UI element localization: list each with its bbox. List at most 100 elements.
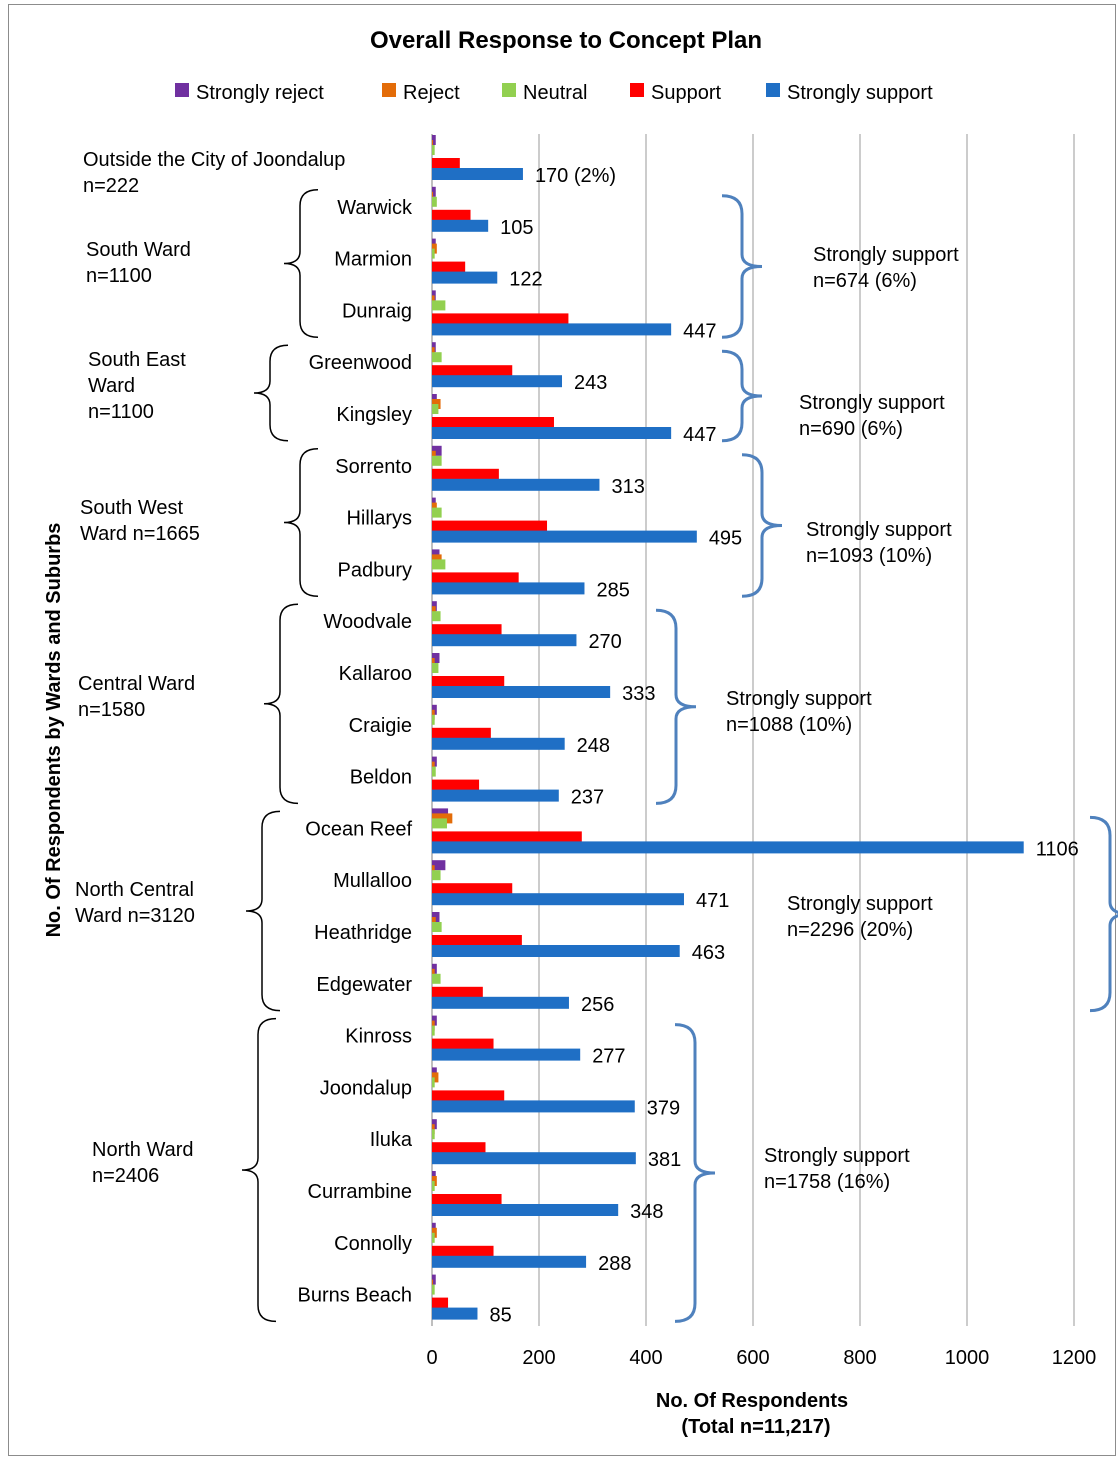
legend-swatch (630, 83, 644, 97)
legend-swatch (502, 83, 516, 97)
bar (432, 135, 436, 145)
legend-label: Support (651, 82, 721, 104)
category-label: Heathridge (314, 922, 412, 944)
bar (432, 404, 439, 414)
value-label: 381 (648, 1149, 681, 1171)
annotation-brace (721, 194, 763, 339)
annotation-text: n=690 (6%) (799, 418, 903, 440)
value-label: 285 (596, 579, 629, 601)
category-label: Sorrento (335, 456, 412, 478)
bar (432, 186, 436, 197)
ward-label: North Ward (92, 1139, 194, 1161)
category-label: Padbury (338, 559, 413, 581)
annotation-text: Strongly support (787, 893, 933, 915)
bar (432, 145, 435, 155)
bar (432, 582, 585, 595)
bar (432, 945, 680, 957)
ward-label: n=222 (83, 175, 139, 197)
ward-labels: Outside the City of Joondalup n=222 South … (75, 149, 345, 1323)
category-label: Currambine (308, 1181, 412, 1203)
value-label: 85 (489, 1305, 511, 1327)
chart-frame (8, 4, 1116, 1456)
bar (432, 893, 684, 906)
bar (432, 1129, 435, 1140)
ward-label: Ward n=3120 (75, 905, 195, 927)
value-label: 1106 (1036, 838, 1079, 860)
y-axis-title: No. Of Respondents by Wards and Suburbs (43, 523, 65, 938)
bar (432, 634, 577, 647)
x-tick-label: 600 (736, 1347, 769, 1369)
bar (432, 352, 442, 363)
category-label: Kinross (345, 1026, 412, 1048)
bar (432, 168, 523, 180)
category-label: Marmion (334, 249, 412, 271)
ward-label: n=1580 (78, 699, 145, 721)
value-label: 495 (709, 528, 742, 550)
bar (432, 530, 697, 543)
bar (432, 1307, 478, 1320)
bar (432, 219, 489, 232)
value-label: 270 (588, 631, 621, 653)
x-axis-subtitle: (Total n=11,217) (681, 1416, 830, 1438)
bar (432, 1072, 439, 1083)
ward-brace (253, 344, 289, 442)
x-tick-label: 1200 (1052, 1347, 1097, 1369)
ward-label: North Central (75, 879, 194, 901)
bar (432, 611, 441, 622)
chart-title: Overall Response to Concept Plan (370, 27, 762, 54)
value-label: 447 (683, 424, 716, 446)
category-label: Connolly (334, 1233, 412, 1255)
annotation-brace (741, 453, 783, 598)
value-label: 277 (592, 1046, 625, 1068)
value-label: 237 (571, 787, 604, 809)
bar (432, 1232, 435, 1243)
category-label: Kingsley (336, 404, 412, 426)
ward-label: Central Ward (78, 673, 195, 695)
legend-label: Strongly support (787, 82, 933, 104)
annotation-text: n=1758 (16%) (764, 1171, 890, 1193)
annotation-brace (721, 349, 763, 443)
value-labels: 170 (2%) 105 122 447 243 447 313 495 285 270 333 24… (489, 165, 1078, 1327)
annotation-text: n=1088 (10%) (726, 714, 852, 736)
annotation-text: Strongly support (726, 688, 872, 710)
ward-label: Ward (88, 375, 135, 397)
bar (432, 1048, 581, 1061)
category-label: Edgewater (316, 974, 412, 996)
bar (432, 248, 435, 259)
bar (432, 789, 559, 802)
x-axis-ticks: 0 200 400 600 800 1000 1200 (426, 1347, 1096, 1369)
category-label: Burns Beach (297, 1285, 412, 1307)
legend-swatch (382, 83, 396, 97)
bar (432, 996, 569, 1009)
value-label: 256 (581, 994, 614, 1016)
value-label: 243 (574, 372, 607, 394)
value-label: 248 (577, 735, 610, 757)
legend-swatch (766, 83, 780, 97)
category-label: Kallaroo (339, 663, 412, 685)
annotation-brace (1089, 815, 1118, 1013)
bar (432, 1100, 635, 1113)
value-label: 333 (622, 683, 655, 705)
x-tick-label: 1000 (945, 1347, 990, 1369)
ward-label: South Ward (86, 239, 191, 261)
category-label: Hillarys (346, 508, 412, 530)
bar (432, 922, 442, 932)
ward-brace (245, 810, 281, 1012)
category-label: Mullalloo (333, 870, 412, 892)
category-label: Joondalup (320, 1077, 412, 1099)
bar (432, 1274, 436, 1285)
ward-label: Outside the City of Joondalup (83, 149, 345, 171)
ward-label: n=2406 (92, 1165, 159, 1187)
bar (432, 973, 441, 984)
value-label: 313 (611, 476, 644, 498)
category-label: Iluka (370, 1129, 413, 1151)
legend-swatch (175, 83, 189, 97)
category-label: Greenwood (309, 352, 412, 374)
annotation-brace (655, 608, 697, 805)
legend-label: Neutral (523, 82, 587, 104)
bar (432, 714, 435, 725)
bar (432, 559, 446, 570)
value-label: 463 (692, 942, 725, 964)
category-label: Warwick (337, 197, 413, 219)
